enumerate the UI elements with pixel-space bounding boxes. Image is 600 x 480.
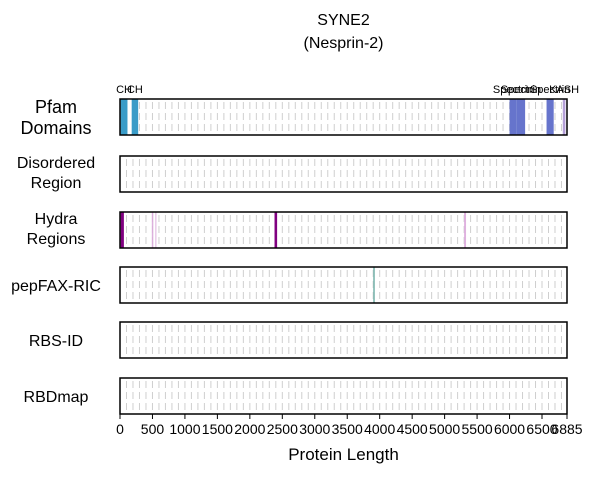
region-bar xyxy=(155,212,157,248)
pfam-domain-bar xyxy=(562,99,566,135)
track-label-rbs-id: RBS-ID xyxy=(0,332,112,352)
x-tick-label: 1500 xyxy=(202,421,233,437)
region-bar xyxy=(120,212,124,248)
track-label-line: Disordered xyxy=(16,155,96,172)
track-frame xyxy=(119,211,568,249)
region-bar xyxy=(373,267,375,303)
track-frame xyxy=(119,266,568,304)
x-tick-label: 4500 xyxy=(397,421,428,437)
track-label-line: RBDmap xyxy=(23,389,89,406)
x-tick-label: 5500 xyxy=(462,421,493,437)
track-frame xyxy=(119,321,568,359)
track-frame xyxy=(119,155,568,193)
track-label-line: Pfam xyxy=(34,97,77,117)
x-tick-label: 1000 xyxy=(169,421,200,437)
x-tick-label: 6500 xyxy=(526,421,557,437)
region-bar xyxy=(464,212,467,248)
pfam-domain-bar xyxy=(131,99,139,135)
x-axis-label: Protein Length xyxy=(288,445,399,464)
track-frame xyxy=(119,377,568,415)
domain-label: KASH xyxy=(549,84,579,96)
track-label-hydra-regions: Hydra Regions xyxy=(0,210,112,250)
track-label-line: Hydra xyxy=(34,211,78,228)
track-label-disordered-region: Disordered Region xyxy=(0,154,112,194)
domain-label: CH xyxy=(127,84,143,96)
pfam-domain-bar xyxy=(120,99,128,135)
track-label-rbdmap: RBDmap xyxy=(0,388,112,408)
track-label-line: RBS-ID xyxy=(28,333,84,350)
track-label-pepfax-ric: pepFAX-RIC xyxy=(0,277,112,297)
x-tick-label: 2500 xyxy=(267,421,298,437)
x-tick-label: 6885 xyxy=(551,421,582,437)
pfam-domain-bar xyxy=(509,99,517,135)
chart-subtitle: (Nesprin-2) xyxy=(303,35,384,52)
x-tick-label: 0 xyxy=(116,421,124,437)
track-label-pfam-domains: Pfam Domains xyxy=(0,97,112,139)
domain-label: Spectrin xyxy=(493,84,533,96)
x-tick-label: 4000 xyxy=(364,421,395,437)
pfam-domain-bar xyxy=(516,99,526,135)
x-tick-label: 500 xyxy=(141,421,165,437)
track-frame xyxy=(119,98,568,136)
region-bar xyxy=(274,212,278,248)
domain-label: Spectrin xyxy=(501,84,541,96)
track-label-line: pepFAX-RIC xyxy=(11,278,101,295)
x-tick-label: 3000 xyxy=(299,421,330,437)
domain-label: Spectrin xyxy=(530,84,570,96)
region-bar xyxy=(151,212,154,248)
x-tick-label: 2000 xyxy=(234,421,265,437)
track-label-line: Domains xyxy=(20,118,92,138)
track-label-line: Region xyxy=(30,175,82,192)
pfam-domain-bar xyxy=(546,99,554,135)
domain-label: CH xyxy=(116,84,132,96)
x-tick-label: 5000 xyxy=(429,421,460,437)
x-tick-label: 6000 xyxy=(494,421,525,437)
track-label-line: Regions xyxy=(26,231,86,248)
x-tick-label: 3500 xyxy=(332,421,363,437)
chart-title: SYNE2 xyxy=(317,12,370,29)
